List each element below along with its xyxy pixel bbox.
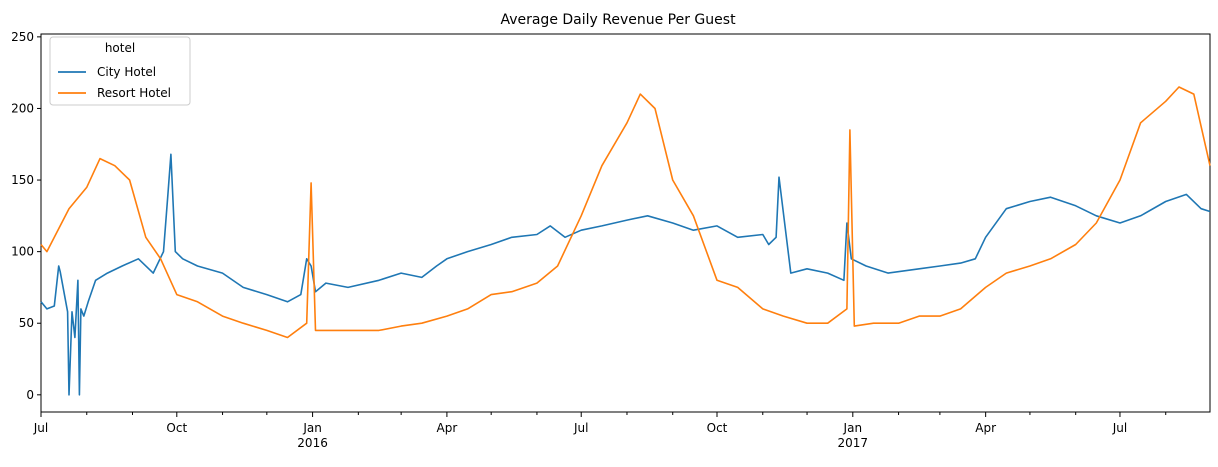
chart-title: Average Daily Revenue Per Guest [500, 12, 736, 28]
y-tick-label: 0 [26, 388, 34, 402]
x-tick-label: Jul [33, 421, 48, 435]
x-tick-label: Jan [302, 421, 322, 435]
legend-items: City Hotel Resort Hotel [58, 65, 171, 100]
legend-title: hotel [105, 41, 135, 55]
x-tick-label: Apr [975, 421, 996, 435]
x-tick-label: Jul [1112, 421, 1127, 435]
series-line-city-hotel [40, 153, 1211, 396]
legend: hotel City Hotel Resort Hotel [49, 36, 191, 106]
axes-frame [40, 33, 1211, 413]
series-layer [40, 86, 1211, 396]
y-tick-label: 150 [11, 173, 34, 187]
x-tick-label: Apr [437, 421, 458, 435]
y-tick-label: 100 [11, 245, 34, 259]
y-axis: 0 50 100 150 200 250 [11, 30, 41, 402]
plot-frame [40, 33, 1211, 413]
x-tick-label: Oct [166, 421, 187, 435]
x-tick-year-label: 2017 [838, 436, 869, 450]
y-tick-label: 250 [11, 30, 34, 44]
legend-label: Resort Hotel [97, 86, 171, 100]
y-tick-label: 50 [19, 316, 34, 330]
y-tick-label: 200 [11, 101, 34, 115]
legend-box [49, 36, 191, 106]
x-tick-label: Jul [573, 421, 588, 435]
x-tick-label: Jan [843, 421, 863, 435]
x-tick-label: Oct [707, 421, 728, 435]
series-line-resort-hotel [40, 86, 1211, 339]
legend-label: City Hotel [97, 65, 156, 79]
x-tick-year-label: 2016 [297, 436, 328, 450]
